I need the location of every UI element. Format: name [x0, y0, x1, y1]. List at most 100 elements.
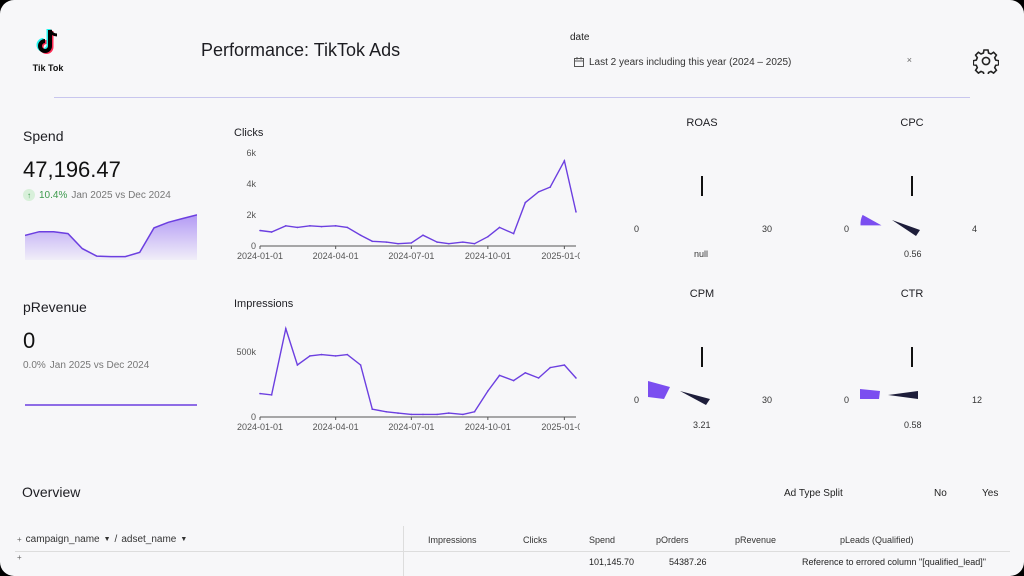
cpc-min: 0 — [844, 224, 850, 234]
roas-value: null — [694, 249, 709, 259]
ctr-gauge: CTR 0 12 0.58 — [810, 281, 1010, 441]
dim-campaign-name[interactable]: campaign_name — [25, 534, 100, 545]
settings-gear-icon[interactable] — [972, 48, 1000, 77]
col-spend[interactable]: Spend — [589, 535, 616, 545]
dim-adset-name[interactable]: adset_name — [121, 534, 177, 545]
data-point — [422, 413, 424, 416]
data-point — [563, 364, 566, 366]
y-tick-label: 4k — [246, 179, 256, 189]
x-tick-label: 2025-01-01 — [541, 251, 580, 261]
data-point — [410, 413, 413, 416]
ctr-gauge-fill — [860, 389, 880, 399]
data-point — [359, 364, 362, 366]
data-point — [410, 242, 413, 244]
cpm-value: 3.21 — [693, 420, 711, 430]
cpm-needle — [680, 391, 710, 405]
total-porders: 54387.26 — [669, 557, 707, 567]
spend-delta-value: 10.4% — [39, 189, 68, 201]
data-point — [270, 394, 273, 396]
impressions-chart-title: Impressions — [234, 298, 294, 310]
data-point — [524, 201, 527, 204]
data-point — [537, 377, 540, 379]
x-tick-label: 2024-01-01 — [237, 422, 283, 432]
sort-adset-icon[interactable]: ▼ — [180, 536, 188, 543]
date-filter-input[interactable]: Last 2 years including this year (2024 –… — [574, 53, 916, 71]
ad-type-split-label: Ad Type Split — [784, 488, 843, 499]
data-point — [436, 413, 438, 416]
data-point — [259, 392, 261, 395]
x-tick-label: 2025-01-01 — [541, 422, 580, 432]
ad-type-split-yes[interactable]: Yes — [982, 488, 999, 499]
total-pleads-error: Reference to errored column "[qualified_… — [802, 557, 986, 567]
data-point — [284, 225, 287, 227]
cpc-gauge-fill — [860, 214, 882, 226]
cpc-target-tick — [911, 176, 913, 196]
spend-delta: ↑ 10.4% Jan 2025 vs Dec 2024 — [23, 189, 171, 201]
series-line — [259, 158, 577, 245]
cpc-gauge: CPC 0 4 0.56 — [810, 110, 1010, 270]
spend-sparkline — [25, 214, 197, 260]
expand-all-icon[interactable]: + — [17, 535, 22, 544]
sort-campaign-icon[interactable]: ▼ — [103, 536, 111, 543]
data-point — [422, 234, 424, 236]
ctr-value: 0.58 — [904, 420, 922, 430]
clicks-chart: 0 2k 4k 6k 2024-01-01 2024-04-01 2024-07-01 202… — [237, 148, 580, 261]
col-porders[interactable]: pOrders — [656, 535, 689, 545]
cpm-max: 30 — [762, 395, 773, 405]
col-impressions[interactable]: Impressions — [428, 535, 477, 545]
data-point — [473, 242, 476, 245]
impressions-chart: 0 500k 2024-01-01 2024-04-01 2024-07-01 2024-… — [236, 325, 580, 432]
tiktok-logo: Tik Tok — [28, 28, 68, 74]
data-point — [575, 377, 577, 379]
data-point — [346, 353, 349, 356]
data-point — [259, 229, 261, 232]
cpm-min: 0 — [634, 395, 640, 405]
data-point — [498, 374, 501, 377]
x-tick-label: 2024-04-01 — [313, 422, 359, 432]
col-pleads[interactable]: pLeads (Qualified) — [840, 535, 914, 545]
data-point — [549, 366, 552, 369]
ctr-title: CTR — [900, 288, 924, 300]
cpc-title: CPC — [900, 117, 924, 129]
col-prevenue[interactable]: pRevenue — [735, 535, 777, 545]
arrow-up-icon: ↑ — [23, 189, 35, 201]
ctr-target-tick — [911, 347, 913, 367]
prevenue-title: pRevenue — [23, 299, 87, 315]
data-point — [385, 241, 388, 243]
clicks-chart-title: Clicks — [234, 127, 264, 139]
prevenue-delta-period: Jan 2025 vs Dec 2024 — [49, 360, 150, 371]
data-point — [371, 408, 374, 410]
tiktok-logo-icon — [36, 29, 58, 54]
data-point — [334, 355, 337, 357]
spend-value: 47,196.47 — [23, 157, 121, 182]
spend-area — [25, 214, 197, 260]
series-line — [259, 325, 577, 416]
spend-delta-period: Jan 2025 vs Dec 2024 — [71, 189, 171, 201]
cpm-gauge-fill — [648, 381, 670, 399]
clear-date-icon[interactable]: × — [906, 55, 912, 65]
data-point — [487, 390, 489, 392]
y-tick-label: 0 — [251, 241, 256, 251]
data-point — [371, 240, 374, 243]
data-point — [334, 225, 337, 227]
col-clicks[interactable]: Clicks — [523, 535, 547, 545]
data-point — [397, 412, 399, 414]
data-point — [296, 364, 299, 366]
date-filter-label: date — [570, 32, 590, 43]
roas-min: 0 — [634, 224, 640, 234]
total-row-expand-icon[interactable]: + — [17, 553, 22, 562]
data-point — [537, 190, 540, 193]
data-point — [549, 186, 552, 188]
ad-type-split-no[interactable]: No — [934, 488, 947, 499]
cpm-target-tick — [701, 347, 703, 367]
roas-max: 30 — [762, 224, 773, 234]
total-spend: 101,145.70 — [589, 557, 635, 567]
data-point — [462, 241, 464, 243]
cpc-gauge-dial — [860, 214, 920, 236]
x-tick-label: 2024-07-01 — [388, 422, 434, 432]
cpc-value: 0.56 — [904, 249, 922, 259]
cpc-needle — [892, 220, 920, 236]
prevenue-delta-value: 0.0% — [23, 360, 46, 371]
cpm-gauge-dial — [648, 381, 710, 405]
